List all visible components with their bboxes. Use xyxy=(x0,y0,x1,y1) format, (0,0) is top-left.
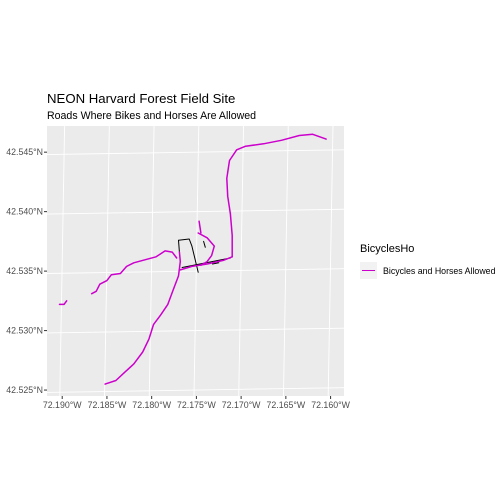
x-tick-label: 72.190°W xyxy=(43,400,82,410)
meridian-line xyxy=(193,125,200,397)
y-tick-label: 42.530°N xyxy=(6,326,43,336)
bike-horse-road xyxy=(104,251,182,385)
y-tick-label: 42.525°N xyxy=(6,385,43,395)
meridian-line xyxy=(238,125,244,397)
bike-horse-road xyxy=(90,250,178,295)
plot-title: NEON Harvard Forest Field Site xyxy=(47,91,236,106)
plot-subtitle: Roads Where Bikes and Horses Are Allowed xyxy=(47,110,257,122)
parallel-line xyxy=(46,327,345,334)
x-tick-label: 72.170°W xyxy=(222,400,261,410)
parallel-line xyxy=(46,208,345,215)
legend: BicyclesHo Bicycles and Horses Allowed xyxy=(360,243,495,279)
other-road xyxy=(212,262,220,265)
y-tick-label: 42.540°N xyxy=(6,207,43,217)
parallel-line xyxy=(46,149,345,156)
meridian-line xyxy=(59,125,66,397)
parallel-line xyxy=(46,268,345,274)
bike-horse-road xyxy=(197,232,216,266)
other-road xyxy=(178,238,199,273)
x-tick-label: 72.165°W xyxy=(266,400,305,410)
x-tick-label: 72.185°W xyxy=(88,400,127,410)
x-tick-label: 72.180°W xyxy=(132,400,171,410)
bike-horse-road xyxy=(58,300,68,306)
legend-entry: Bicycles and Horses Allowed xyxy=(360,262,495,279)
meridian-line xyxy=(283,125,289,397)
bike-horse-road xyxy=(226,133,327,258)
roads-layer xyxy=(58,133,327,385)
x-tick-label: 72.160°W xyxy=(311,400,350,410)
x-tick-label: 72.175°W xyxy=(177,400,216,410)
meridian-line xyxy=(148,125,155,397)
legend-title: BicyclesHo xyxy=(360,243,415,255)
other-road xyxy=(203,240,206,248)
y-tick-label: 42.535°N xyxy=(6,266,43,276)
meridian-line xyxy=(327,125,334,397)
parallel-line xyxy=(46,387,345,393)
meridian-line xyxy=(104,125,110,397)
axis-ticks: 72.190°W 72.185°W 72.180°W 72.175°W 72.170°W… xyxy=(6,147,350,410)
y-tick-label: 42.545°N xyxy=(6,147,43,157)
bike-horse-road xyxy=(198,220,202,234)
bike-horse-road xyxy=(179,256,233,271)
legend-key-line xyxy=(360,262,377,279)
legend-label: Bicycles and Horses Allowed xyxy=(383,265,496,276)
graticule xyxy=(46,125,345,397)
